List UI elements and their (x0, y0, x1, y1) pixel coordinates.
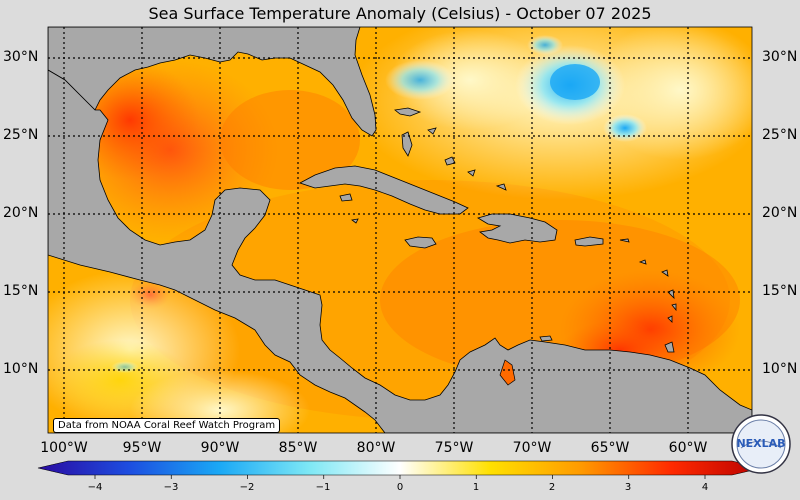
lat-label-15n-left: 15°N (3, 283, 39, 299)
lat-label-10n-right: 10°N (762, 361, 798, 377)
colorbar-tick-label: 4 (701, 482, 709, 493)
lon-label-65w: 65°W (590, 440, 630, 456)
lon-label-100w: 100°W (40, 440, 88, 456)
lat-label-30n-left: 30°N (3, 49, 39, 65)
colorbar-tick-label: 1 (472, 482, 480, 493)
colorbar-tick-label: −3 (163, 482, 179, 493)
land-puerto-rico (574, 236, 604, 247)
land-hispaniola (477, 213, 558, 244)
lon-label-95w: 95°W (122, 440, 162, 456)
lon-label-75w: 75°W (434, 440, 474, 456)
colorbar-tick-label: 0 (396, 482, 404, 493)
lat-label-20n-right: 20°N (762, 205, 798, 221)
data-credit-box: Data from NOAA Coral Reef Watch Program (53, 418, 281, 433)
map-field (48, 27, 752, 433)
graticule (48, 27, 752, 433)
lat-label-10n-left: 10°N (3, 361, 39, 377)
lon-label-80w: 80°W (356, 440, 396, 456)
lat-label-30n-right: 30°N (762, 49, 798, 65)
map-frame (47, 26, 753, 434)
land-usa (48, 27, 377, 137)
colorbar-tick-label: 3 (624, 482, 632, 493)
colorbar-tick-label: −1 (315, 482, 331, 493)
logo-text: NEXLAB (736, 437, 785, 450)
colorbar-tick-label: 2 (548, 482, 556, 493)
nexlab-logo: NEXLAB (731, 414, 791, 474)
lon-label-60w: 60°W (668, 440, 708, 456)
land-mexico-central-america (48, 69, 752, 433)
lat-label-20n-left: 20°N (3, 205, 39, 221)
lat-label-25n-left: 25°N (3, 127, 39, 143)
colorbar-bar (37, 460, 763, 476)
lon-label-90w: 90°W (200, 440, 240, 456)
map-title: Sea Surface Temperature Anomaly (Celsius… (148, 4, 652, 23)
lat-label-15n-right: 15°N (762, 283, 798, 299)
colorbar (37, 460, 763, 479)
land-jamaica (404, 236, 437, 249)
land-masses (48, 27, 752, 433)
lat-label-25n-right: 25°N (762, 127, 798, 143)
colorbar-tick-label: −2 (239, 482, 255, 493)
lon-label-85w: 85°W (278, 440, 318, 456)
colorbar-tick-label: −4 (87, 482, 103, 493)
lon-label-70w: 70°W (512, 440, 552, 456)
